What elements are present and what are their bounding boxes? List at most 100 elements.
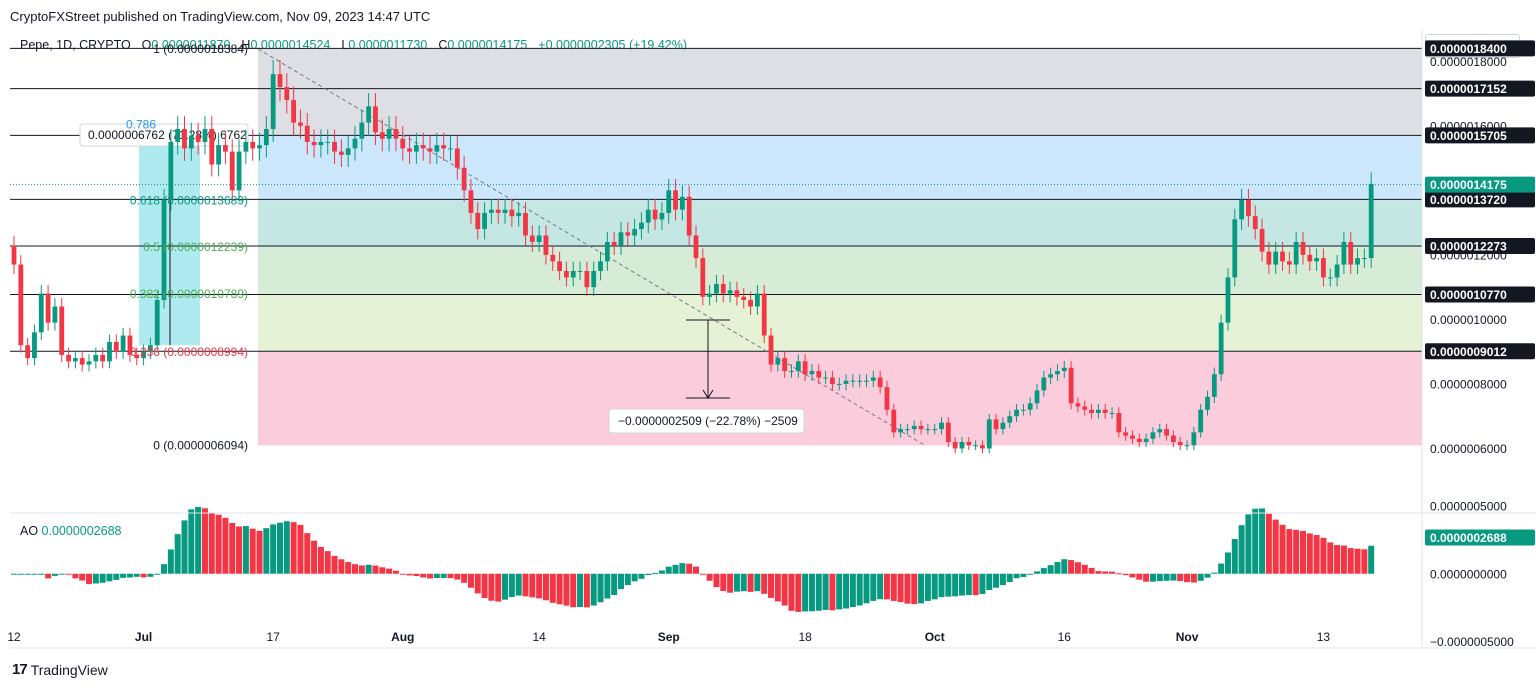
candle [1055,371,1060,375]
candle [679,196,685,210]
candle [604,241,610,262]
candle [836,383,842,385]
ao-bar [1218,563,1225,574]
candle [1177,442,1183,446]
candle [816,371,822,378]
ao-bar [345,562,352,574]
ao-bar [229,522,236,574]
ao-bar [86,573,93,585]
time-tick: Nov [1176,630,1199,644]
candle [393,129,399,139]
candle [720,283,726,294]
ao-bar [1156,573,1163,582]
ao-bar [808,573,815,612]
ao-bar [617,573,624,590]
candle [741,296,747,301]
ao-bar [904,573,911,604]
ao-bar [24,573,31,575]
ao-bar [761,573,768,594]
candle [127,335,133,355]
ao-tick: −0.0000005000 [1430,635,1514,649]
candle [966,442,972,446]
candle [379,132,385,139]
candle [564,271,569,278]
candle [666,190,672,213]
ao-bar [147,573,154,577]
fib-label-786: 0.786 [126,117,156,131]
candle [952,442,958,449]
candle [768,335,774,365]
candle [939,422,944,430]
ao-bar [924,573,931,601]
tradingview-brand[interactable]: 17 TradingView [12,661,108,678]
candle [482,212,487,230]
ao-bar [126,573,133,578]
candle [1082,406,1088,410]
ao-bar [556,573,563,605]
legend-high-label: H [241,38,251,52]
candle [243,141,249,152]
ao-bar [1327,542,1334,574]
time-tick: Jul [135,630,152,644]
candle [1307,254,1313,262]
legend-close-label: C [438,38,448,52]
fib-zone-0 [258,48,1422,136]
ao-bar [386,568,393,574]
level-lines: 0.00000184000.00000171520.00000157050.00… [10,40,1535,360]
candle [1341,241,1347,265]
candle [182,129,187,149]
candle [1232,219,1238,278]
fib-zone-2 [258,200,1422,248]
ao-bar [1034,571,1040,574]
ao-bar [945,573,952,597]
ao-bar [1334,545,1341,574]
ao-bar [1109,571,1116,574]
candle [141,351,146,359]
ao-bar [549,573,556,603]
candle [1027,403,1033,410]
candle [407,148,412,152]
ao-bar [740,573,747,592]
candle [489,209,494,213]
fib-zones [139,48,1422,446]
ao-bar [72,573,79,579]
candle [236,151,242,191]
ao-bar [427,573,434,579]
candle [86,361,92,365]
ao-bar [38,573,45,575]
ao-bar [570,573,577,608]
ao-bar [563,573,570,606]
candle [359,122,365,139]
candle [877,377,883,388]
candle [1130,435,1135,439]
level-label-5: 0.0000010770 [1430,288,1507,302]
ao-bar [1061,559,1068,574]
candle [304,125,310,142]
time-tick: 16 [1058,630,1072,644]
ao-bar [467,573,474,588]
ao-bar [263,528,270,574]
ao-bar [665,566,672,574]
ao-bar [972,573,979,596]
ao-bar [843,573,850,609]
ao-bar [542,573,549,601]
measure-arrow-icon [702,389,714,399]
ao-bar [979,573,986,594]
ao-label[interactable]: AO [20,524,39,538]
candle [1252,216,1258,230]
ao-bar [822,573,829,610]
level-label-1: 0.0000017152 [1430,82,1507,96]
candle [1280,251,1285,262]
ao-bar [1006,573,1013,582]
ao-bar [1068,560,1075,574]
candle [986,419,992,449]
candle [905,429,910,431]
ao-bar [58,573,65,575]
ao-bar [1224,552,1231,574]
candle [693,235,699,259]
ao-bar [461,573,468,583]
ao-bar [638,573,645,579]
ao-bar [201,508,208,574]
candle [700,258,706,297]
